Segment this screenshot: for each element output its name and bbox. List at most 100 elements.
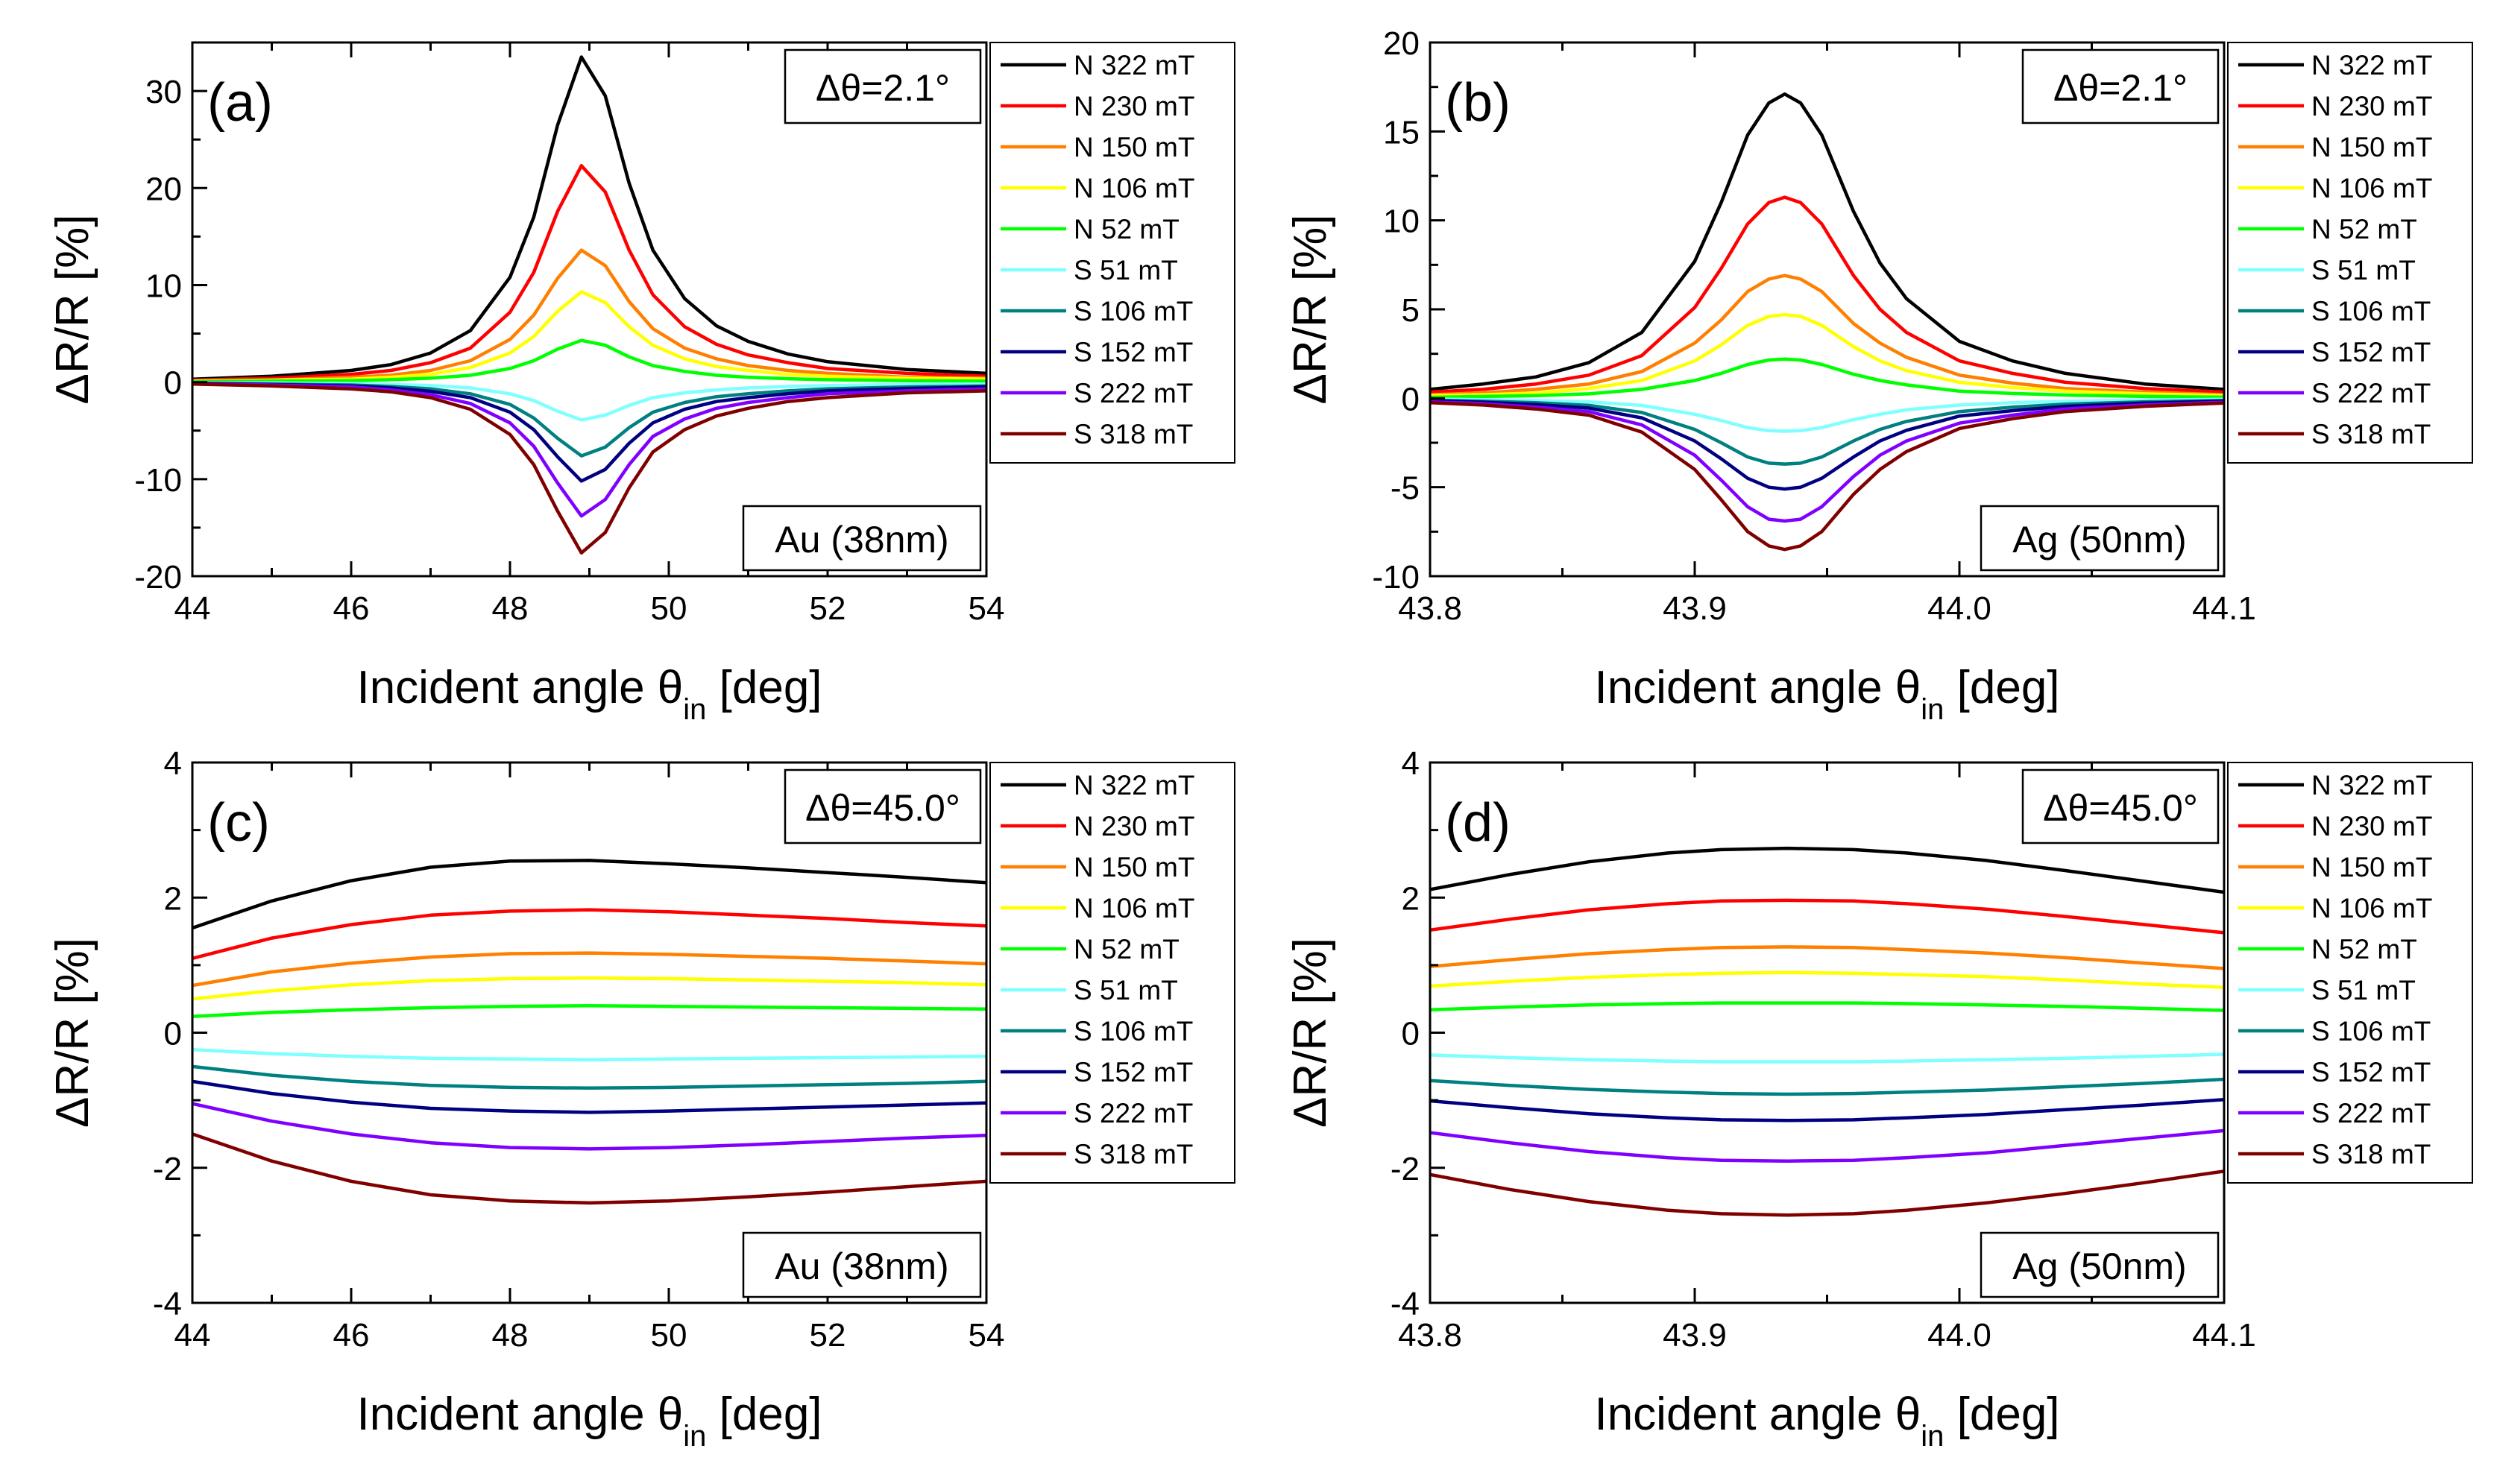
legend-label: S 152 mT [1074, 1057, 1193, 1087]
series-line-n-150-mt [1430, 945, 2224, 970]
series-group [1430, 846, 2224, 1217]
x-axis-label-main: Incident angle θ [1594, 1389, 1921, 1440]
x-axis-label-subscript: in [1921, 693, 1944, 726]
x-axis-label: Incident angle θin [deg] [1594, 662, 2059, 726]
x-axis-label-main: Incident angle θ [356, 1389, 683, 1440]
legend-label: N 106 mT [2311, 173, 2432, 203]
sample-box [1980, 1231, 2220, 1298]
legend-label: S 51 mT [2311, 255, 2416, 285]
x-tick-label: 52 [810, 590, 846, 627]
legend-label: S 106 mT [1074, 1016, 1193, 1046]
sample-box [742, 505, 982, 572]
y-tick-label: -5 [1391, 470, 1420, 507]
series-line-s-318-mt [192, 382, 986, 555]
x-tick-label: 48 [492, 590, 529, 627]
legend-label: S 152 mT [1074, 337, 1193, 367]
y-tick-label: 20 [1383, 25, 1420, 62]
delta-theta-text: Δθ=2.1° [2053, 67, 2188, 109]
sample-text: Au (38nm) [775, 1245, 948, 1287]
series-line-s-51-mt [192, 381, 986, 422]
y-tick-label: -2 [153, 1151, 182, 1187]
legend-label: N 322 mT [2311, 770, 2432, 801]
delta-theta-box [784, 48, 982, 124]
x-axis-label: Incident angle θin [deg] [356, 662, 822, 726]
series-line-n-322-mt [192, 859, 986, 930]
series-line-n-106-mt [192, 976, 986, 1001]
series-line-s-318-mt [192, 1132, 986, 1205]
x-axis-label-main: Incident angle θ [1594, 662, 1921, 713]
x-tick-label: 44.1 [2192, 1317, 2256, 1354]
x-tick-label: 54 [969, 1317, 1005, 1354]
x-tick-label: 46 [333, 1317, 370, 1354]
legend-label: S 318 mT [1074, 1139, 1193, 1169]
legend-label: N 52 mT [2311, 934, 2417, 964]
y-tick-label: 10 [1383, 203, 1420, 240]
legend: N 322 mT N 230 mT N 150 mT N 106 mT N 52 mT S… [2227, 762, 2473, 1184]
y-tick-label: 10 [145, 268, 182, 304]
y-tick-label: 0 [164, 1016, 182, 1052]
legend-label: N 230 mT [1074, 811, 1194, 842]
series-line-n-106-mt [192, 290, 986, 383]
series-line-s-51-mt [1430, 397, 2224, 433]
series-line-n-106-mt [1430, 970, 2224, 990]
y-axis-label: ΔR/R [%] [47, 215, 98, 405]
legend-label: N 230 mT [1074, 91, 1194, 121]
y-tick-label: -10 [1372, 559, 1420, 596]
legend-label: S 222 mT [1074, 1098, 1193, 1128]
y-tick-label: -10 [134, 462, 182, 499]
legend-label: S 106 mT [2311, 296, 2431, 326]
legend-label: S 106 mT [1074, 296, 1193, 326]
legend-label: N 106 mT [2311, 893, 2432, 923]
x-tick-label: 43.8 [1398, 1317, 1462, 1354]
legend-label: S 152 mT [2311, 1057, 2431, 1087]
series-line-n-106-mt [1430, 312, 2224, 398]
x-tick-label: 50 [651, 1317, 687, 1354]
legend-label: N 52 mT [1074, 214, 1180, 244]
legend-label: N 150 mT [1074, 132, 1194, 162]
series-line-n-230-mt [1430, 195, 2224, 394]
series-line-n-52-mt [192, 1004, 986, 1019]
legend-label: S 318 mT [2311, 1139, 2431, 1169]
legend-label: N 230 mT [2311, 91, 2432, 121]
x-tick-label: 44.0 [1927, 1317, 1991, 1354]
x-axis-label-unit: [deg] [1944, 1389, 2059, 1440]
series-line-s-222-mt [192, 382, 986, 518]
legend: N 322 mT N 230 mT N 150 mT N 106 mT N 52 mT S… [989, 42, 1235, 464]
chart-panel-c: 44 46 48 50 52 54 -4 -2 0 2 4 ΔR/R [%] Incident angl… [47, 745, 1235, 1453]
legend-label: N 322 mT [1074, 50, 1194, 80]
series-line-n-230-mt [1430, 898, 2224, 935]
legend-label: N 150 mT [2311, 852, 2432, 882]
series-line-s-152-mt [1430, 1097, 2224, 1123]
legend-label: S 222 mT [1074, 378, 1193, 408]
series-line-s-106-mt [1430, 398, 2224, 466]
legend-label: N 322 mT [1074, 770, 1194, 801]
series-line-s-222-mt [192, 1102, 986, 1151]
x-tick-label: 44 [174, 590, 211, 627]
series-group [192, 859, 986, 1205]
chart-panel-a: 44 46 48 50 52 54 -20 -10 0 10 20 30 ΔR/R [%] Inciden… [47, 41, 1235, 726]
sample-text: Ag (50nm) [2012, 519, 2186, 561]
legend-label: S 51 mT [1074, 975, 1178, 1005]
x-tick-label: 44.1 [2192, 590, 2256, 627]
x-axis-label-main: Incident angle θ [356, 662, 683, 713]
series-line-s-106-mt [1430, 1077, 2224, 1096]
x-tick-label: 48 [492, 1317, 529, 1354]
y-tick-label: 0 [1402, 1016, 1420, 1052]
x-tick-label: 50 [651, 590, 687, 627]
y-axis-label: ΔR/R [%] [1285, 215, 1336, 405]
legend-label: S 152 mT [2311, 337, 2431, 367]
y-tick-label: 0 [164, 365, 182, 402]
x-tick-label: 43.9 [1663, 1317, 1727, 1354]
legend-label: N 150 mT [1074, 852, 1194, 882]
legend-label: S 222 mT [2311, 1098, 2431, 1128]
series-line-n-150-mt [192, 951, 986, 988]
panel-label: (c) [207, 793, 270, 853]
y-axis-label: ΔR/R [%] [47, 938, 98, 1128]
series-line-s-106-mt [192, 1064, 986, 1090]
x-axis-label: Incident angle θin [deg] [356, 1389, 822, 1453]
delta-theta-text: Δθ=2.1° [816, 67, 950, 109]
legend-label: S 222 mT [2311, 378, 2431, 408]
x-axis-label-subscript: in [1921, 1420, 1944, 1453]
x-axis-label-unit: [deg] [1944, 662, 2059, 713]
x-axis-label-unit: [deg] [706, 662, 822, 713]
